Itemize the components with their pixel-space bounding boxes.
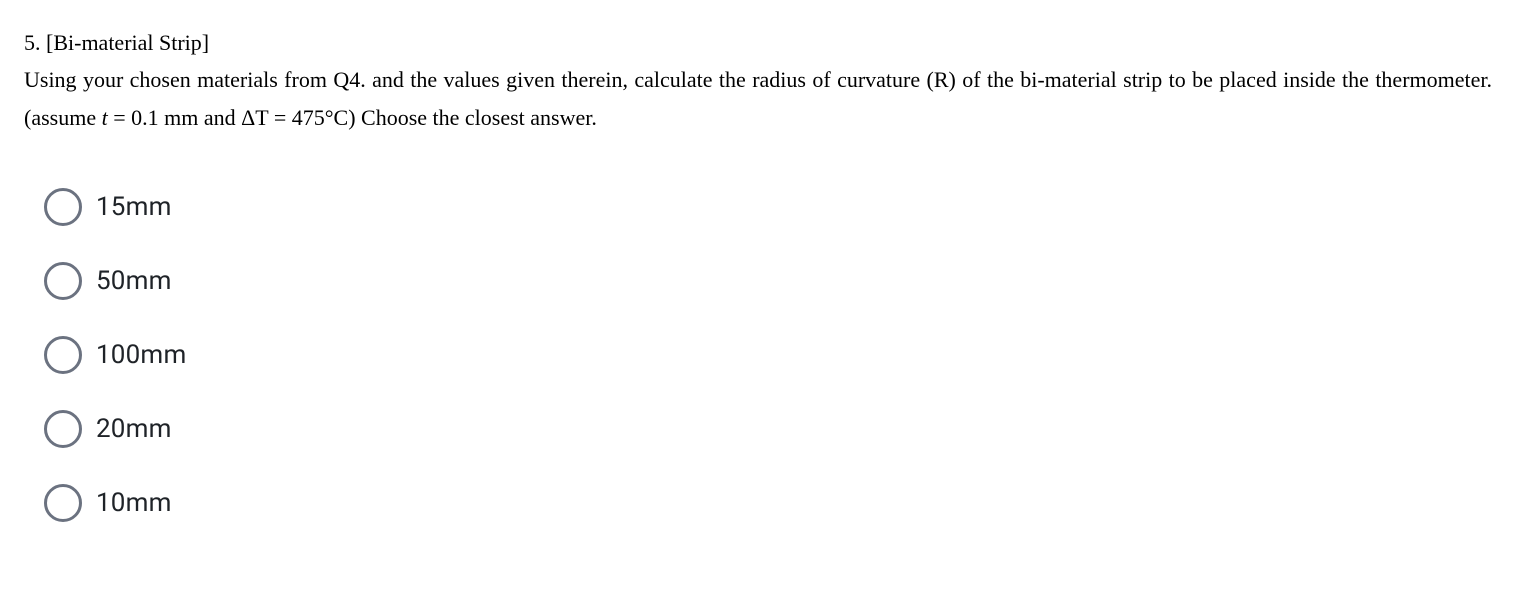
option-label: 15mm [96, 192, 172, 222]
option-label: 50mm [96, 266, 172, 296]
question-body-part-2: = 0.1 mm and [108, 105, 241, 130]
question-number-label: 5. [Bi-material Strip] [24, 30, 209, 55]
option-label: 20mm [96, 414, 172, 444]
option-20mm[interactable]: 20mm [44, 410, 1492, 448]
option-50mm[interactable]: 50mm [44, 262, 1492, 300]
radio-icon [44, 336, 82, 374]
option-label: 10mm [96, 488, 172, 518]
question-page: 5. [Bi-material Strip] Using your chosen… [0, 0, 1516, 552]
option-100mm[interactable]: 100mm [44, 336, 1492, 374]
radio-icon [44, 262, 82, 300]
radio-icon [44, 410, 82, 448]
option-10mm[interactable]: 10mm [44, 484, 1492, 522]
question-text: 5. [Bi-material Strip] Using your chosen… [24, 24, 1492, 136]
question-body-part-3: ΔT = 475°C) Choose the closest answer. [241, 105, 597, 130]
options-group: 15mm 50mm 100mm 20mm 10mm [44, 188, 1492, 522]
radio-icon [44, 188, 82, 226]
option-label: 100mm [96, 340, 186, 370]
option-15mm[interactable]: 15mm [44, 188, 1492, 226]
radio-icon [44, 484, 82, 522]
